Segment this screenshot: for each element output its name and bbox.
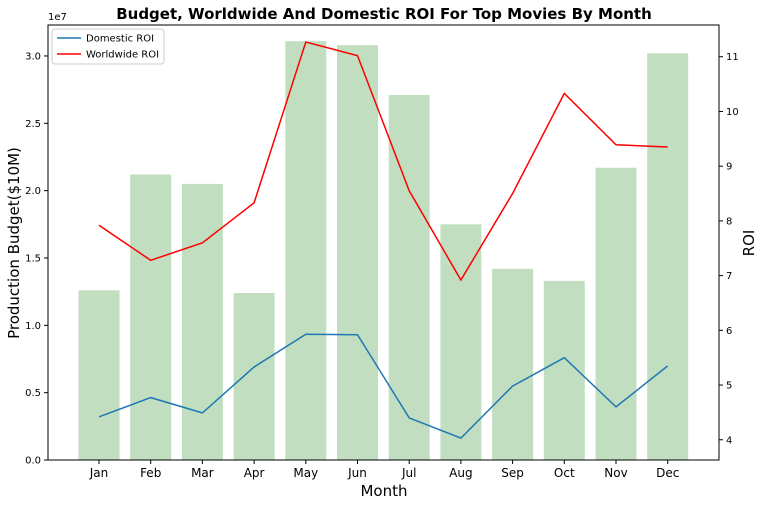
left-axis-offset-label: 1e7 (48, 12, 67, 23)
right-tick-label: 11 (726, 52, 739, 63)
left-y-axis: 0.0 0.5 1.0 1.5 2.0 2.5 3.0 (25, 51, 48, 467)
x-tick-label-mar: Mar (191, 466, 214, 480)
worldwide-roi-line (98, 41, 668, 282)
chart-title: Budget, Worldwide And Domestic ROI For T… (116, 5, 652, 23)
line-series (98, 41, 669, 439)
bar-series (78, 41, 689, 461)
x-tick-label-may: May (293, 466, 318, 480)
budget-bar-feb (130, 174, 172, 460)
x-tick-label-jul: Jul (401, 466, 416, 480)
right-tick-label: 5 (726, 381, 732, 392)
right-tick-label: 6 (726, 326, 732, 337)
plot-frame (47, 24, 720, 461)
left-tick-label: 3.0 (25, 51, 41, 62)
budget-bar-aug (440, 224, 482, 460)
x-tick-label-feb: Feb (140, 466, 161, 480)
x-tick-label-jun: Jun (347, 466, 367, 480)
budget-bar-nov (595, 167, 637, 460)
left-tick-label: 0.5 (25, 388, 41, 399)
legend-domestic-label: Domestic ROI (86, 34, 154, 45)
right-y-axis-title: ROI (740, 230, 758, 257)
budget-bar-may (285, 41, 327, 461)
budget-bar-mar (181, 183, 223, 460)
left-tick-label: 1.0 (25, 321, 41, 332)
x-axis: Jan Feb Mar Apr May Jun Jul Aug Sep Oct Nov Dec (89, 460, 679, 480)
right-tick-label: 7 (726, 271, 732, 282)
left-tick-label: 0.0 (25, 456, 41, 467)
x-tick-label-apr: Apr (244, 466, 265, 480)
right-tick-label: 9 (726, 162, 732, 173)
budget-bar-jun (337, 45, 378, 461)
legend-worldwide-label: Worldwide ROI (86, 50, 159, 61)
x-tick-label-nov: Nov (604, 466, 627, 480)
right-tick-label: 10 (726, 107, 739, 118)
x-tick-label-aug: Aug (449, 466, 472, 480)
left-tick-label: 2.0 (25, 186, 41, 197)
budget-bar-sep (492, 268, 534, 460)
right-y-axis: 4 5 6 7 8 9 10 11 (719, 52, 739, 446)
budget-bar-jan (78, 290, 120, 460)
right-tick-label: 8 (726, 216, 732, 227)
budget-bar-dec (647, 53, 689, 460)
left-tick-label: 2.5 (25, 119, 41, 130)
x-tick-label-dec: Dec (656, 466, 679, 480)
left-tick-label: 1.5 (25, 253, 41, 264)
legend: Domestic ROI Worldwide ROI (51, 28, 165, 65)
right-tick-label: 4 (726, 435, 732, 446)
budget-bar-jul (388, 95, 430, 461)
budget-bar-apr (233, 293, 275, 460)
left-y-axis-title: Production Budget($10M) (5, 147, 23, 339)
x-tick-label-sep: Sep (501, 466, 524, 480)
domestic-roi-line (98, 333, 669, 439)
x-axis-title: Month (360, 482, 407, 500)
x-tick-label-jan: Jan (89, 466, 109, 480)
x-tick-label-oct: Oct (554, 466, 575, 480)
